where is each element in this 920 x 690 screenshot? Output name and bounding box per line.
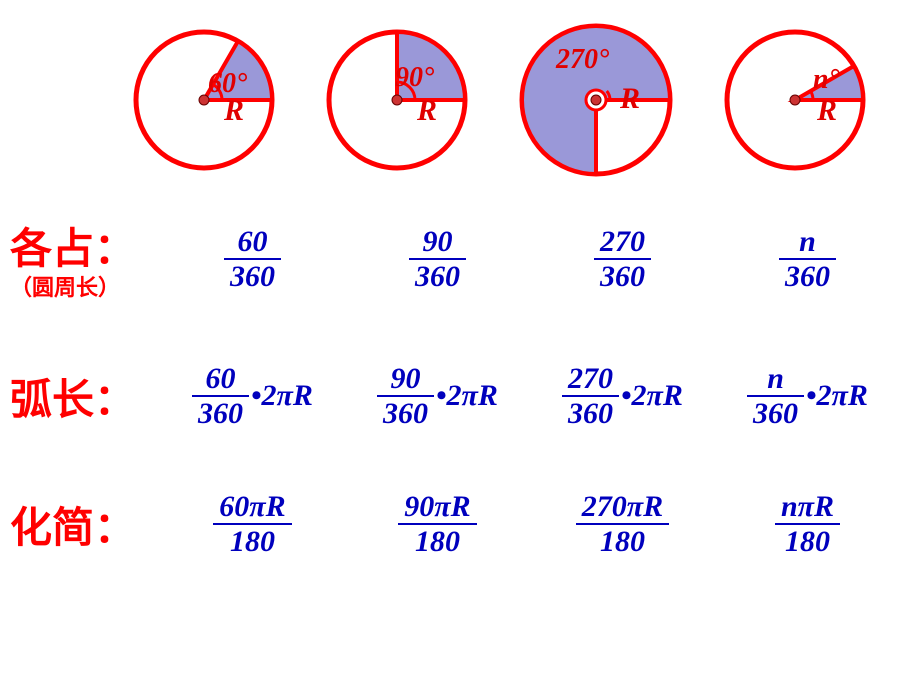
fraction: 60πR 180 (213, 490, 291, 558)
numerator: 60 (192, 362, 249, 397)
denominator: 360 (779, 260, 836, 293)
numerator: nπR (775, 490, 840, 525)
math-cell: 90 360 (345, 225, 530, 293)
label-simplified: 化简： (0, 494, 160, 555)
row1-cells: 60 360 90 360 270 360 n 360 (160, 225, 920, 293)
math-cell: 60πR 180 (160, 490, 345, 558)
fraction: 90 360 (409, 225, 466, 293)
math-cell: 90 360 •2πR (345, 362, 530, 430)
math-cell: n 360 (715, 225, 900, 293)
fraction: 60 360 (192, 362, 249, 430)
circle-svg-3: n° R (721, 26, 869, 174)
fraction: 270πR 180 (576, 490, 669, 558)
math-cell: 270 360 •2πR (530, 362, 715, 430)
center-dot (591, 95, 601, 105)
center-dot (392, 95, 402, 105)
label-proportion: 各占： (0, 215, 160, 276)
denominator: 360 (747, 397, 804, 430)
numerator: 270πR (576, 490, 669, 525)
fraction: 60 360 (224, 225, 281, 293)
numerator: 60 (224, 225, 281, 260)
denominator: 360 (562, 397, 619, 430)
numerator: 90 (377, 362, 434, 397)
denominator: 360 (594, 260, 651, 293)
radius-label: R (416, 94, 437, 127)
fraction: 270 360 (562, 362, 619, 430)
circles-row: 60° R 90° R 270° R (0, 0, 920, 185)
math-cell: 60 360 (160, 225, 345, 293)
math-cell: 60 360 •2πR (160, 362, 345, 430)
denominator: 360 (409, 260, 466, 293)
numerator: n (779, 225, 836, 260)
math-cell: 270 360 (530, 225, 715, 293)
row-fraction-of-circumference: 各占： （圆周长） 60 360 90 360 270 360 n 360 (0, 215, 920, 302)
denominator: 360 (192, 397, 249, 430)
numerator: 60πR (213, 490, 291, 525)
denominator: 180 (398, 525, 476, 558)
fraction: 90πR 180 (398, 490, 476, 558)
math-cell: 90πR 180 (345, 490, 530, 558)
numerator: 90 (409, 225, 466, 260)
math-cell: n 360 •2πR (715, 362, 900, 430)
fraction-suffix: •2πR (806, 379, 868, 413)
radius-label: R (223, 94, 244, 127)
center-dot (790, 95, 800, 105)
denominator: 360 (224, 260, 281, 293)
angle-label: 90° (395, 62, 434, 93)
row3-cells: 60πR 180 90πR 180 270πR 180 nπR 180 (160, 490, 920, 558)
denominator: 360 (377, 397, 434, 430)
circle-svg-2: 270° R (516, 20, 676, 180)
circle-diagram-0: 60° R (130, 26, 278, 179)
circle-svg-1: 90° R (323, 26, 471, 174)
fraction-suffix: •2πR (621, 379, 683, 413)
circle-svg-0: 60° R (130, 26, 278, 174)
angle-label: 270° (555, 44, 609, 75)
circle-diagram-2: 270° R (516, 20, 676, 185)
math-cell: 270πR 180 (530, 490, 715, 558)
row2-cells: 60 360 •2πR 90 360 •2πR 270 360 •2πR n 3… (160, 362, 920, 430)
fraction: n 360 (747, 362, 804, 430)
denominator: 180 (775, 525, 840, 558)
row-arc-length: 弧长： 60 360 •2πR 90 360 •2πR 270 360 •2πR… (0, 362, 920, 430)
label-arc-length: 弧长： (0, 366, 160, 427)
numerator: 270 (562, 362, 619, 397)
denominator: 180 (576, 525, 669, 558)
fraction: n 360 (779, 225, 836, 293)
fraction: 90 360 (377, 362, 434, 430)
fraction-suffix: •2πR (251, 379, 313, 413)
fraction: 270 360 (594, 225, 651, 293)
circle-diagram-3: n° R (721, 26, 869, 179)
numerator: 90πR (398, 490, 476, 525)
math-cell: nπR 180 (715, 490, 900, 558)
fraction: nπR 180 (775, 490, 840, 558)
denominator: 180 (213, 525, 291, 558)
radius-label: R (816, 94, 837, 127)
numerator: 270 (594, 225, 651, 260)
numerator: n (747, 362, 804, 397)
circle-diagram-1: 90° R (323, 26, 471, 179)
radius-label: R (619, 82, 640, 115)
row-simplified: 化简： 60πR 180 90πR 180 270πR 180 nπR 180 (0, 490, 920, 558)
fraction-suffix: •2πR (436, 379, 498, 413)
angle-label: n° (813, 64, 840, 95)
